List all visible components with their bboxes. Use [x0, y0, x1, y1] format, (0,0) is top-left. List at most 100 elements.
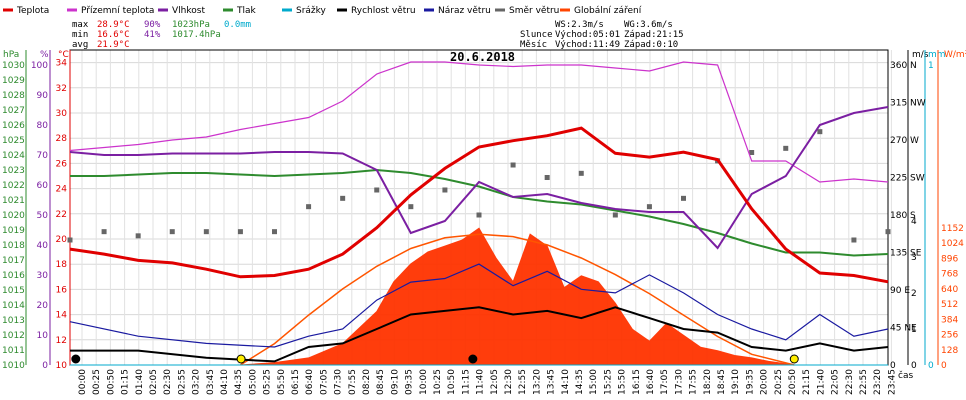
y-tick-pressure: 1013: [2, 316, 25, 326]
y-tick-pressure: 1028: [2, 91, 25, 101]
x-tick-label: 05:50: [277, 369, 287, 395]
x-tick-label: 15:25: [603, 369, 613, 395]
y-tick-wind-direction: 45 NE: [890, 324, 917, 334]
x-tick-label: 20:00: [760, 369, 770, 395]
x-tick-label: 07:30: [334, 369, 344, 395]
y-tick-radiation: 1024: [941, 239, 964, 249]
chart-title: 20.6.2018: [450, 50, 515, 64]
stat-wg: WG:3.6m/s: [624, 20, 673, 30]
series-ground-temperature: [69, 106, 889, 250]
series-humidity: [69, 61, 889, 183]
y-tick-pressure: 1018: [2, 241, 25, 251]
legend-label: Globální záření: [574, 6, 642, 16]
legend-label: Tlak: [236, 6, 257, 16]
wind-direction-point: [612, 212, 618, 218]
y-tick-pressure: 1014: [2, 301, 25, 311]
legend-label: Teplota: [16, 6, 49, 16]
x-tick-label: 21:15: [802, 369, 812, 395]
y-tick-wind-direction: 0: [890, 361, 896, 371]
y-tick-pressure: 1025: [2, 136, 25, 146]
x-tick-label: 16:15: [632, 369, 642, 395]
x-tick-label: 16:40: [646, 369, 656, 395]
stat-sun-label: Slunce: [520, 30, 553, 40]
stat-avg-temp: 21.9°C: [97, 40, 130, 50]
y-tick-rain: 0: [928, 361, 934, 371]
x-tick-label: 18:20: [703, 369, 713, 395]
x-tick-label: 17:55: [689, 369, 699, 395]
axis-unit-ms: m/s: [912, 50, 929, 60]
x-tick-label: 21:40: [816, 369, 826, 395]
wind-direction-point: [272, 229, 277, 235]
axes: 00:00 00:25 00:50 01:15 01:40 02:05 02:30 02:55…: [2, 49, 964, 395]
x-tick-label: 14:35: [575, 369, 585, 395]
wind-direction-point: [476, 212, 482, 218]
y-tick-rain: 1: [928, 61, 934, 71]
y-tick-temperature: 28: [56, 134, 68, 144]
stat-max-rain: 0.0mm: [224, 20, 251, 30]
y-tick-temperature: 26: [56, 159, 68, 169]
y-tick-wind-direction: 225 SW: [890, 174, 925, 184]
axis-unit-time: čas: [898, 370, 913, 381]
y-tick-pressure: 1026: [2, 121, 25, 131]
series-pressure: [70, 168, 889, 257]
wind-direction-point: [646, 204, 652, 210]
wind-direction-point: [135, 233, 141, 239]
y-tick-pressure: 1016: [2, 271, 25, 281]
x-tick-label: 05:25: [263, 369, 273, 395]
legend-label: Směr větru: [509, 6, 559, 16]
y-tick-pressure: 1017: [2, 256, 25, 266]
y-tick-humidity: 40: [37, 241, 49, 251]
axis-unit-wm: W/m²: [944, 50, 966, 60]
stat-max-press: 1023hPa: [172, 20, 210, 30]
x-tick-label: 04:35: [234, 369, 244, 395]
y-tick-wind-speed: 0: [911, 361, 917, 371]
y-tick-humidity: 30: [37, 271, 49, 281]
y-tick-pressure: 1023: [2, 166, 25, 176]
x-tick-label: 15:00: [589, 369, 599, 395]
y-tick-temperature: 34: [56, 59, 68, 69]
y-tick-pressure: 1010: [2, 361, 25, 371]
wind-direction-point: [510, 162, 516, 168]
y-tick-wind-direction: 360 N: [890, 61, 917, 71]
y-tick-humidity: 90: [37, 91, 49, 101]
x-tick-label: 00:25: [92, 369, 102, 395]
y-tick-temperature: 14: [56, 311, 68, 321]
x-tick-label: 04:10: [220, 369, 230, 395]
x-tick-label: 14:10: [561, 369, 571, 395]
wind-direction-point: [67, 237, 73, 243]
legend-label: Náraz větru: [438, 6, 491, 16]
axis-unit-temp: °C: [58, 50, 69, 60]
y-tick-humidity: 50: [37, 211, 49, 221]
stat-min-label: min: [72, 30, 88, 40]
x-tick-label: 12:55: [518, 369, 528, 395]
x-tick-label: 23:20: [873, 369, 883, 395]
x-tick-label: 11:40: [476, 369, 486, 395]
legend: Teplota Přízemní teplota Vlhkost Tlak Srážky…: [3, 6, 642, 16]
axis-unit-pct: %: [40, 50, 49, 60]
stat-moon-rise: Východ:11:49: [555, 40, 620, 50]
wind-direction-point: [851, 237, 857, 243]
x-tick-label: 10:50: [447, 369, 457, 395]
x-tick-label: 01:15: [121, 369, 131, 395]
series-theoretical-radiation: [240, 233, 795, 366]
legend-label: Vlhkost: [172, 6, 205, 16]
x-tick-label: 20:50: [788, 369, 798, 395]
x-tick-label: 17:30: [674, 369, 684, 395]
y-tick-temperature: 18: [56, 260, 68, 270]
x-tick-label: 23:45: [887, 369, 897, 395]
moon-rise-marker: [468, 354, 478, 364]
wind-direction-point: [203, 229, 209, 235]
x-tick-label: 08:20: [362, 369, 372, 395]
x-tick-label: 05:00: [248, 369, 258, 395]
y-tick-temperature: 24: [56, 185, 68, 195]
y-tick-radiation: 1152: [941, 224, 964, 234]
wind-direction-point: [681, 195, 686, 201]
y-tick-wind-speed: 2: [911, 289, 917, 299]
y-tick-pressure: 1024: [2, 151, 25, 161]
y-tick-wind-direction: 270 W: [890, 136, 919, 146]
y-tick-radiation: 256: [941, 331, 958, 341]
stat-max-label: max: [72, 20, 89, 30]
stat-min-hum: 41%: [144, 30, 161, 40]
legend-label: Srážky: [296, 6, 327, 16]
